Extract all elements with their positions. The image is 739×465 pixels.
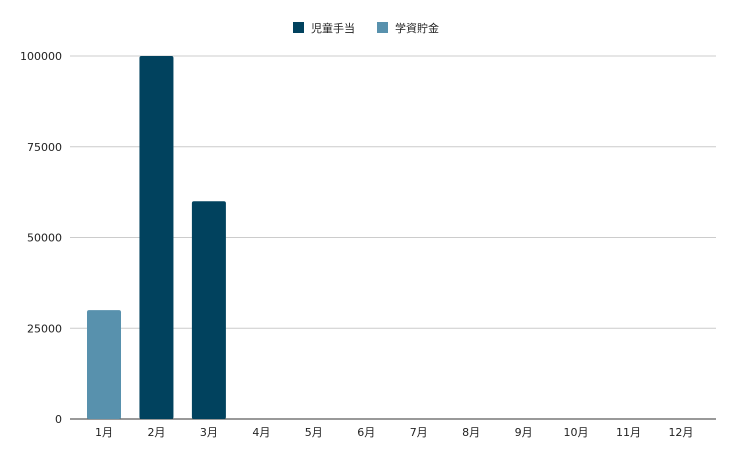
x-tick-label: 2月 xyxy=(147,426,165,439)
legend: 児童手当 学資貯金 xyxy=(293,21,439,35)
legend-label: 児童手当 xyxy=(311,21,355,35)
y-axis-labels: 0 25000 50000 75000 100000 xyxy=(20,50,62,426)
bar-1月-学資貯金 xyxy=(87,310,121,419)
x-tick-label: 6月 xyxy=(357,426,375,439)
bars xyxy=(87,56,226,419)
y-tick-label: 50000 xyxy=(27,232,62,245)
legend-label: 学資貯金 xyxy=(395,21,439,35)
x-tick-label: 10月 xyxy=(564,426,589,439)
x-tick-label: 4月 xyxy=(252,426,270,439)
legend-swatch-1 xyxy=(293,22,304,33)
gridlines xyxy=(70,55,716,420)
bar-2月-児童手当 xyxy=(139,56,174,419)
y-tick-label: 25000 xyxy=(27,322,62,335)
x-tick-label: 1月 xyxy=(95,426,113,439)
y-tick-label: 75000 xyxy=(27,141,62,154)
y-tick-label: 0 xyxy=(55,413,62,426)
x-tick-label: 11月 xyxy=(616,426,641,439)
x-tick-label: 9月 xyxy=(515,426,533,439)
legend-swatch-2 xyxy=(377,22,388,33)
x-tick-label: 7月 xyxy=(410,426,428,439)
x-tick-label: 5月 xyxy=(305,426,323,439)
x-axis-labels: 1月 2月 3月 4月 5月 6月 7月 8月 9月 10月 11月 12月 xyxy=(95,426,693,439)
x-tick-label: 12月 xyxy=(668,426,693,439)
x-tick-label: 3月 xyxy=(200,426,218,439)
y-tick-label: 100000 xyxy=(20,50,62,63)
x-tick-label: 8月 xyxy=(462,426,480,439)
bar-3月-児童手当 xyxy=(191,201,226,419)
